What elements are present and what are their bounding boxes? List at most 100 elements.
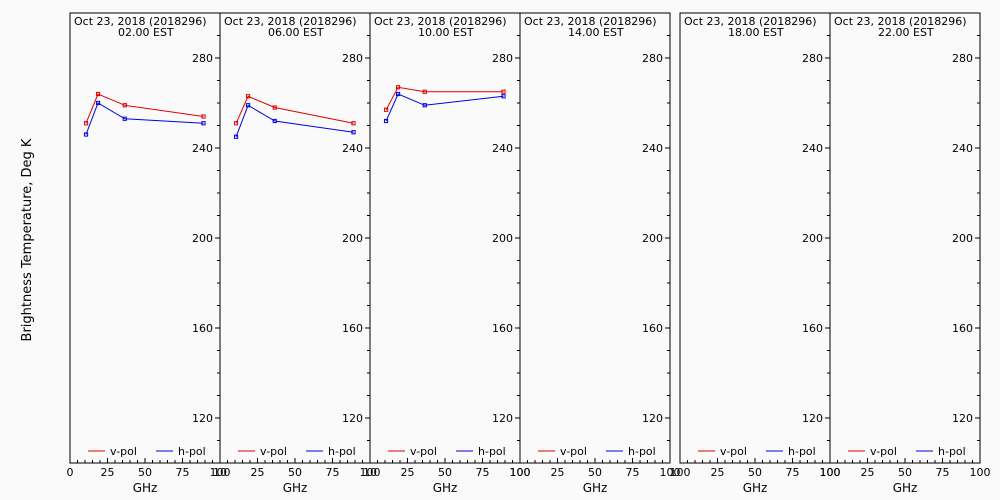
data-point-h-pol bbox=[95, 100, 101, 106]
x-tick-label: 100 bbox=[970, 466, 991, 479]
x-tick-label: 0 bbox=[67, 466, 74, 479]
y-tick-label: 200 bbox=[492, 232, 513, 245]
panel-title: Oct 23, 2018 (2018296) bbox=[684, 15, 817, 28]
legend-label-v-pol: v-pol bbox=[260, 445, 287, 458]
x-tick-label: 25 bbox=[101, 466, 115, 479]
panel-6: 120 160 200 240 280 100 25 50 75 100 GHz Oct 23, 20… bbox=[820, 12, 991, 495]
y-tick-label: 160 bbox=[192, 322, 213, 335]
legend-label-v-pol: v-pol bbox=[110, 445, 137, 458]
data-point-h-pol bbox=[272, 118, 277, 124]
panel-subtitle: 10.00 EST bbox=[418, 26, 474, 39]
data-point-v-pol bbox=[422, 89, 427, 94]
data-point-h-pol bbox=[351, 130, 356, 135]
panel-subtitle: 22.00 EST bbox=[878, 26, 934, 39]
y-tick-label: 120 bbox=[492, 412, 513, 425]
x-axis-label: GHz bbox=[893, 481, 918, 495]
data-point-v-pol bbox=[395, 85, 401, 90]
panel-title: Oct 23, 2018 (2018296) bbox=[524, 15, 657, 28]
y-tick-label: 280 bbox=[802, 52, 823, 65]
panel-subtitle: 06.00 EST bbox=[268, 26, 324, 39]
y-tick-label: 200 bbox=[342, 232, 363, 245]
panel-subtitle: 18.00 EST bbox=[728, 26, 784, 39]
legend-label-h-pol: h-pol bbox=[788, 445, 816, 458]
x-tick-label: 50 bbox=[588, 466, 602, 479]
x-axis-label: GHz bbox=[283, 481, 308, 495]
legend-label-v-pol: v-pol bbox=[720, 445, 747, 458]
x-tick-label: 10 bbox=[213, 466, 227, 479]
x-tick-label: 25 bbox=[711, 466, 725, 479]
data-point-h-pol bbox=[501, 94, 506, 99]
x-tick-label: 25 bbox=[401, 466, 415, 479]
y-tick-label: 160 bbox=[342, 322, 363, 335]
data-point-v-pol bbox=[272, 105, 277, 110]
x-tick-label: 50 bbox=[138, 466, 152, 479]
series-line-v-pol bbox=[385, 86, 504, 111]
series-line-h-pol bbox=[385, 93, 504, 122]
data-point-h-pol bbox=[383, 118, 389, 124]
panel-5: 120 160 200 240 280 100 25 50 75 100 GHz Oct 23, 20… bbox=[670, 12, 841, 495]
legend-label-h-pol: h-pol bbox=[178, 445, 206, 458]
y-tick-label: 200 bbox=[802, 232, 823, 245]
y-tick-label: 280 bbox=[642, 52, 663, 65]
y-tick-label: 200 bbox=[192, 232, 213, 245]
data-point-v-pol bbox=[83, 121, 89, 126]
x-tick-label: 75 bbox=[936, 466, 950, 479]
data-point-v-pol bbox=[122, 103, 127, 108]
y-tick-label: 240 bbox=[952, 142, 973, 155]
y-tick-label: 120 bbox=[342, 412, 363, 425]
x-tick-label: 100 bbox=[210, 466, 231, 479]
series-line-h-pol bbox=[85, 102, 204, 135]
data-point-v-pol bbox=[95, 91, 101, 97]
y-tick-label: 240 bbox=[642, 142, 663, 155]
y-axis-label: Brightness Temperature, Deg K bbox=[20, 138, 35, 341]
panel-1: 120 160 200 240 280 0 25 50 75 100 GHz Oct 23, 2018… bbox=[67, 12, 231, 495]
x-axis-label: GHz bbox=[743, 481, 768, 495]
y-tick-label: 240 bbox=[802, 142, 823, 155]
data-point-v-pol bbox=[351, 121, 356, 126]
y-tick-label: 200 bbox=[952, 232, 973, 245]
panel-title: Oct 23, 2018 (2018296) bbox=[834, 15, 967, 28]
legend-label-v-pol: v-pol bbox=[560, 445, 587, 458]
legend-label-v-pol: v-pol bbox=[410, 445, 437, 458]
panels-group: 120 160 200 240 280 0 25 50 75 100 GHz Oct 23, 2018… bbox=[67, 12, 991, 495]
x-tick-label: 50 bbox=[748, 466, 762, 479]
x-tick-label: 100 bbox=[660, 466, 681, 479]
x-tick-label: 75 bbox=[176, 466, 190, 479]
legend-label-v-pol: v-pol bbox=[870, 445, 897, 458]
x-tick-label: 100 bbox=[360, 466, 381, 479]
data-point-h-pol bbox=[233, 134, 239, 139]
data-point-h-pol bbox=[122, 116, 127, 121]
data-point-h-pol bbox=[422, 103, 427, 108]
data-point-h-pol bbox=[83, 132, 89, 137]
y-tick-label: 160 bbox=[642, 322, 663, 335]
series-line-h-pol bbox=[235, 104, 354, 137]
x-tick-label: 75 bbox=[476, 466, 490, 479]
y-tick-label: 280 bbox=[342, 52, 363, 65]
data-point-v-pol bbox=[501, 89, 506, 94]
x-tick-label: 25 bbox=[251, 466, 265, 479]
x-tick-label: 50 bbox=[438, 466, 452, 479]
data-point-h-pol bbox=[245, 103, 251, 108]
x-axis-label: GHz bbox=[433, 481, 458, 495]
x-axis-label: GHz bbox=[133, 481, 158, 495]
data-point-h-pol bbox=[395, 91, 401, 97]
data-point-v-pol bbox=[233, 121, 239, 126]
data-point-h-pol bbox=[201, 121, 206, 126]
data-point-v-pol bbox=[201, 114, 206, 119]
y-tick-label: 160 bbox=[802, 322, 823, 335]
x-tick-label: 50 bbox=[288, 466, 302, 479]
x-tick-label: 25 bbox=[861, 466, 875, 479]
panel-subtitle: 02.00 EST bbox=[118, 26, 174, 39]
x-tick-label: 100 bbox=[510, 466, 531, 479]
x-axis-label: GHz bbox=[583, 481, 608, 495]
series-line-v-pol bbox=[235, 95, 354, 124]
x-tick-label: 100 bbox=[820, 466, 841, 479]
legend-label-h-pol: h-pol bbox=[938, 445, 966, 458]
y-tick-label: 280 bbox=[192, 52, 213, 65]
y-tick-label: 240 bbox=[342, 142, 363, 155]
x-tick-label: 100 bbox=[820, 466, 841, 479]
x-tick-label: 50 bbox=[898, 466, 912, 479]
y-tick-label: 240 bbox=[192, 142, 213, 155]
y-tick-label: 120 bbox=[952, 412, 973, 425]
